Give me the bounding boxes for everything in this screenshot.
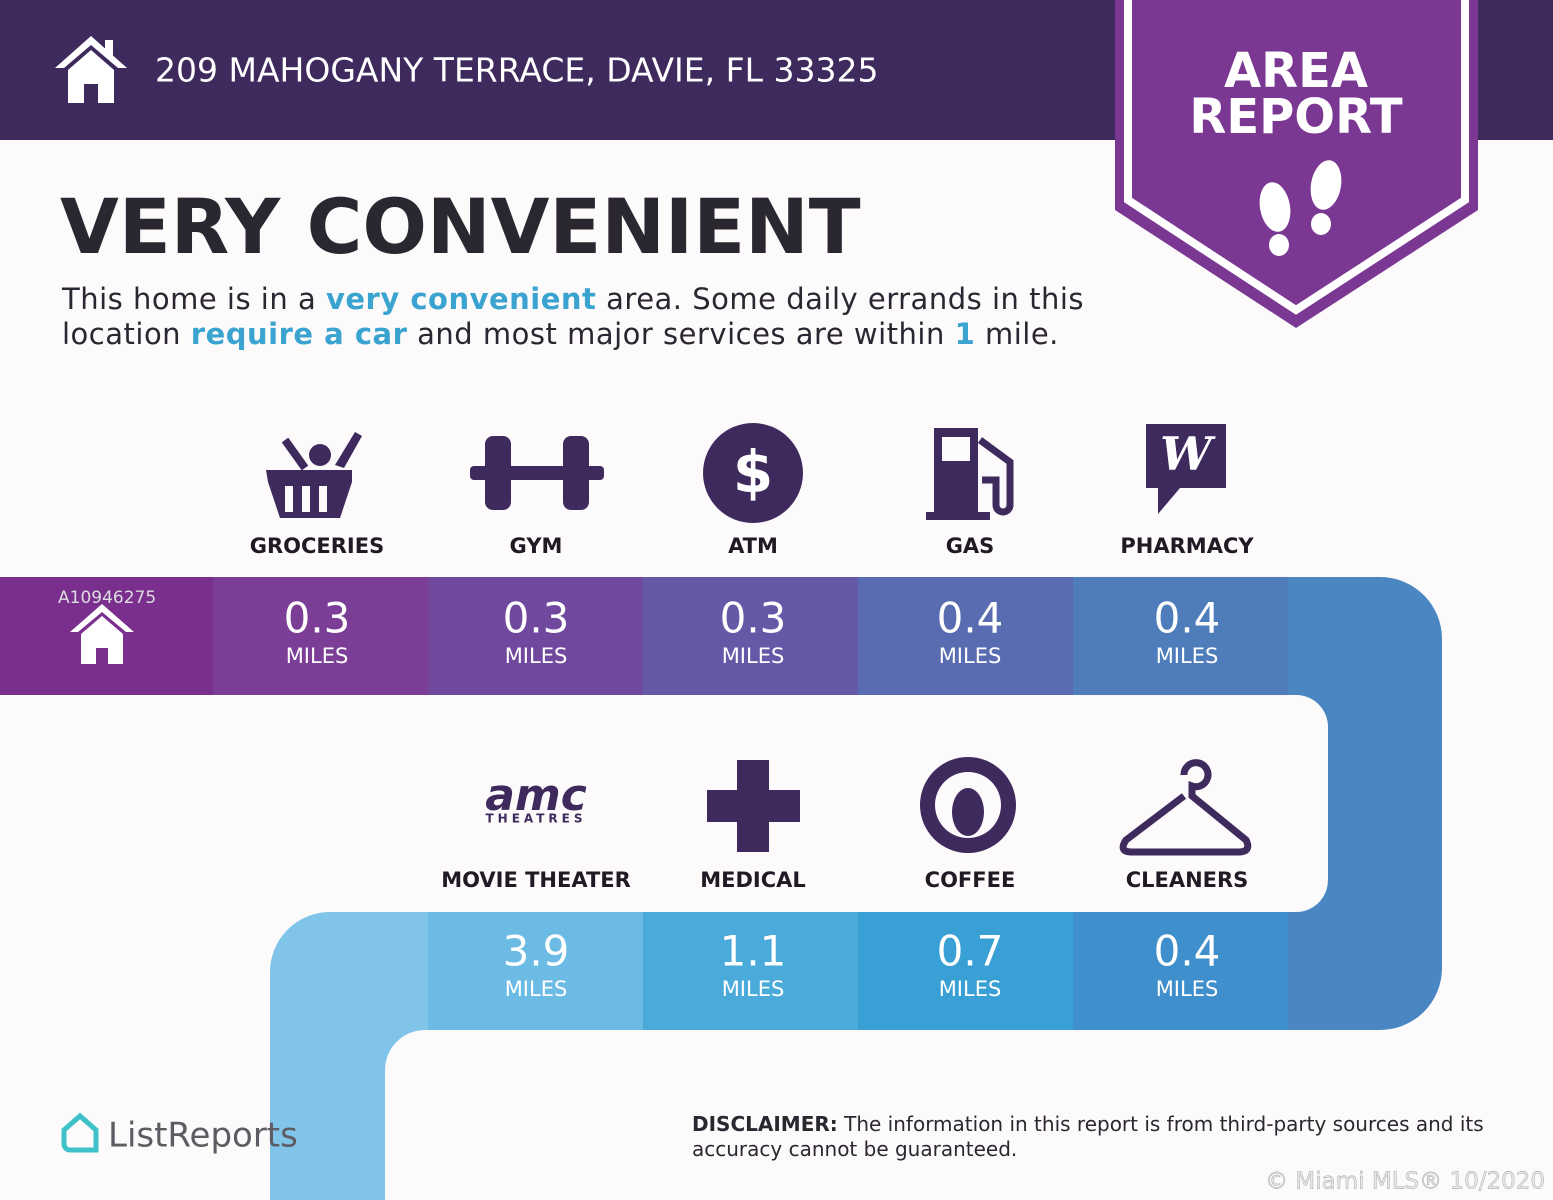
- amenity-unit: MILES: [1156, 977, 1219, 1001]
- amenity-label: GYM: [510, 534, 563, 558]
- amenity-unit: MILES: [505, 644, 568, 668]
- amc-sub: THEATRES: [485, 812, 586, 826]
- amenity-distance: 1.1: [720, 927, 787, 976]
- description-text: mile.: [975, 317, 1059, 351]
- amenity-unit: MILES: [722, 977, 785, 1001]
- amenity-label: GAS: [946, 534, 995, 558]
- amenity-unit: MILES: [1156, 644, 1219, 668]
- icons: [266, 423, 1252, 856]
- amenity-distance: 0.7: [937, 927, 1004, 976]
- amenity-distance: 0.4: [1154, 927, 1221, 976]
- amenity-distance: 0.3: [284, 594, 351, 643]
- brand: ListReports: [108, 1116, 298, 1156]
- watermark: A10946275: [58, 588, 156, 608]
- description-highlight: 1: [954, 317, 976, 351]
- amenity-distance: 0.4: [937, 594, 1004, 643]
- amenity-unit: MILES: [722, 644, 785, 668]
- disclaimer-text: The information in this report is from t…: [692, 1112, 1484, 1161]
- amenity-label: PHARMACY: [1120, 534, 1254, 558]
- heading: VERY CONVENIENT: [60, 182, 861, 271]
- description: This home is in a very convenient area. …: [62, 282, 1102, 352]
- badge-border: [1124, 0, 1469, 315]
- amenity-label: ATM: [728, 534, 778, 558]
- amenity-distance: 0.3: [720, 594, 787, 643]
- description-text: and most major services are within: [407, 317, 955, 351]
- address: 209 MAHOGANY TERRACE, DAVIE, FL 33325: [155, 51, 878, 90]
- pharmacy-logo: W: [1160, 427, 1216, 481]
- amenity-distance: 0.3: [503, 594, 570, 643]
- disclaimer: DISCLAIMER: The information in this repo…: [692, 1112, 1512, 1162]
- badge-line: AREA: [1224, 43, 1368, 99]
- copyright: © Miami MLS® 10/2020: [1265, 1169, 1545, 1195]
- amenity-label: CLEANERS: [1126, 868, 1249, 892]
- description-text: area. Some daily errands in this locatio…: [62, 282, 1085, 351]
- atm-logo: $: [733, 438, 773, 506]
- amenity-label: GROCERIES: [250, 534, 384, 558]
- amenity-label: MEDICAL: [700, 868, 806, 892]
- amenity-unit: MILES: [939, 977, 1002, 1001]
- disclaimer-label: DISCLAIMER:: [692, 1112, 838, 1136]
- amenity-unit: MILES: [505, 977, 568, 1001]
- route-home-icon: [70, 604, 134, 664]
- amc-logo: amc: [485, 770, 587, 821]
- amenity-unit: MILES: [286, 644, 349, 668]
- description-highlight: very convenient: [325, 282, 597, 316]
- amenity-label: COFFEE: [925, 868, 1016, 892]
- badge-line: REPORT: [1189, 89, 1403, 145]
- brand-icon: [61, 1112, 99, 1153]
- amenity-unit: MILES: [939, 644, 1002, 668]
- amenity-label: MOVIE THEATER: [441, 868, 631, 892]
- footprints: [1259, 160, 1342, 256]
- description-highlight: require a car: [190, 317, 408, 351]
- amenity-distance: 0.4: [1154, 594, 1221, 643]
- home-icon: [55, 36, 127, 103]
- amenity-distance: 3.9: [503, 927, 570, 976]
- description-text: This home is in a: [62, 282, 326, 316]
- route: [0, 577, 1442, 1200]
